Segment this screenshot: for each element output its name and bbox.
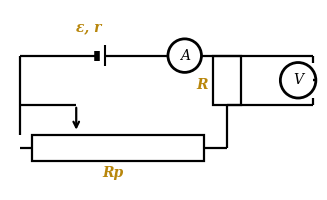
Text: R: R <box>196 78 207 92</box>
Text: A: A <box>180 49 190 63</box>
Bar <box>213 56 241 105</box>
Text: ε, r: ε, r <box>77 20 102 34</box>
Text: Rp: Rp <box>103 166 124 180</box>
Bar <box>32 135 204 161</box>
Text: V: V <box>293 73 303 87</box>
